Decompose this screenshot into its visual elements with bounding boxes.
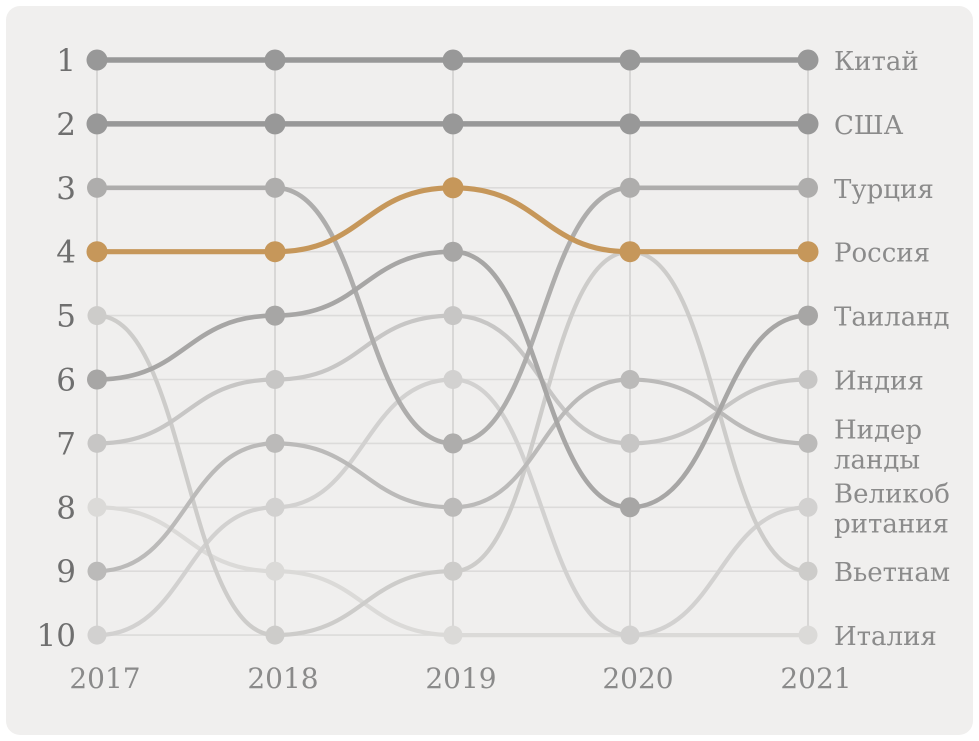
year-tick-label: 2020 xyxy=(602,662,673,695)
series-dots-russia xyxy=(86,177,819,263)
data-point-turkey-2018[interactable] xyxy=(265,177,285,198)
data-point-india-2021[interactable] xyxy=(798,370,818,389)
data-point-russia-2019[interactable] xyxy=(442,177,464,199)
data-point-russia-2020[interactable] xyxy=(619,241,641,263)
data-point-turkey-2020[interactable] xyxy=(620,177,640,198)
data-point-thailand-2021[interactable] xyxy=(798,305,818,326)
data-point-vietnam-2019[interactable] xyxy=(443,561,463,581)
data-point-netherlands-2019[interactable] xyxy=(443,497,463,517)
data-point-vietnam-2018[interactable] xyxy=(265,625,285,645)
series-dots-usa xyxy=(86,113,819,135)
data-point-italy-2019[interactable] xyxy=(443,625,463,645)
data-point-india-2019[interactable] xyxy=(443,306,463,326)
data-point-india-2018[interactable] xyxy=(265,370,285,389)
country-label-vietnam: Вьетнам xyxy=(834,558,950,588)
data-point-usa-2017[interactable] xyxy=(86,113,108,135)
data-point-vietnam-2017[interactable] xyxy=(87,306,107,326)
data-point-india-2020[interactable] xyxy=(620,433,640,453)
country-label-india: Индия xyxy=(834,367,924,397)
series-dots-uk xyxy=(87,370,818,645)
year-tick-label: 2017 xyxy=(69,662,140,695)
data-point-uk-2019[interactable] xyxy=(443,370,463,389)
data-point-turkey-2021[interactable] xyxy=(798,177,818,198)
rank-tick-label: 2 xyxy=(56,107,76,143)
data-point-thailand-2017[interactable] xyxy=(87,369,107,390)
data-point-russia-2021[interactable] xyxy=(797,241,819,263)
data-point-china-2017[interactable] xyxy=(86,49,108,71)
country-label-usa: США xyxy=(834,111,904,141)
data-point-china-2020[interactable] xyxy=(619,49,641,71)
rank-tick-label: 6 xyxy=(56,363,76,399)
data-point-usa-2021[interactable] xyxy=(797,113,819,135)
country-label-china: Китай xyxy=(834,47,919,77)
x-axis-ticks: 2017 2018 2019 2020 2021 xyxy=(69,662,851,695)
rank-tick-label: 7 xyxy=(56,426,76,462)
data-point-netherlands-2021[interactable] xyxy=(798,433,818,453)
data-point-india-2017[interactable] xyxy=(87,433,107,453)
rank-tick-label: 3 xyxy=(56,171,76,207)
rank-tick-label: 4 xyxy=(56,235,76,271)
data-point-china-2018[interactable] xyxy=(264,49,286,71)
year-tick-label: 2019 xyxy=(425,662,496,695)
year-tick-label: 2018 xyxy=(247,662,318,695)
data-point-vietnam-2021[interactable] xyxy=(798,561,818,581)
data-point-russia-2017[interactable] xyxy=(86,241,108,263)
data-point-netherlands-2017[interactable] xyxy=(87,561,107,581)
rank-tick-label: 9 xyxy=(56,554,76,590)
country-label-italy: Италия xyxy=(834,622,937,652)
data-point-uk-2021[interactable] xyxy=(798,497,818,517)
data-point-usa-2020[interactable] xyxy=(619,113,641,135)
data-point-italy-2018[interactable] xyxy=(265,561,285,581)
year-tick-label: 2021 xyxy=(780,662,851,695)
data-point-uk-2017[interactable] xyxy=(87,625,107,645)
data-point-turkey-2017[interactable] xyxy=(87,177,107,198)
data-point-netherlands-2018[interactable] xyxy=(265,433,285,453)
data-point-russia-2018[interactable] xyxy=(264,241,286,263)
data-point-usa-2019[interactable] xyxy=(442,113,464,135)
series-dots-turkey xyxy=(87,177,818,454)
data-point-usa-2018[interactable] xyxy=(264,113,286,135)
series-dots-china xyxy=(86,49,819,71)
country-labels: Китай США Турция Россия Таиланд Индия Нидер лан… xyxy=(834,47,950,652)
rank-tick-label: 8 xyxy=(56,490,76,526)
rank-tick-label: 5 xyxy=(56,299,76,335)
series-dots xyxy=(86,49,819,645)
data-point-china-2021[interactable] xyxy=(797,49,819,71)
data-point-uk-2018[interactable] xyxy=(265,497,285,517)
data-point-turkey-2019[interactable] xyxy=(443,433,463,454)
rank-tick-label: 1 xyxy=(56,43,76,79)
series-dots-india xyxy=(87,306,818,453)
series-line-vietnam[interactable] xyxy=(94,249,811,638)
data-point-china-2019[interactable] xyxy=(442,49,464,71)
series-line-thailand[interactable] xyxy=(94,249,811,510)
data-point-uk-2020[interactable] xyxy=(620,625,640,645)
data-point-thailand-2020[interactable] xyxy=(620,497,640,518)
country-label-russia: Россия xyxy=(834,239,930,269)
country-label-thailand: Таиланд xyxy=(834,303,950,333)
data-point-italy-2017[interactable] xyxy=(87,497,107,517)
y-axis-ticks: 1 2 3 4 5 6 7 8 9 10 xyxy=(37,43,76,654)
country-label-turkey: Турция xyxy=(834,175,934,205)
series-dots-thailand xyxy=(87,241,818,518)
data-point-thailand-2018[interactable] xyxy=(265,305,285,326)
series-dots-netherlands xyxy=(87,370,818,581)
country-label-uk: Великоб ритания xyxy=(834,479,950,539)
data-point-netherlands-2020[interactable] xyxy=(620,370,640,389)
data-point-thailand-2019[interactable] xyxy=(443,241,463,262)
rank-tick-label: 10 xyxy=(37,618,76,654)
country-label-netherlands: Нидер ланды xyxy=(834,415,922,475)
data-point-italy-2021[interactable] xyxy=(798,625,818,645)
